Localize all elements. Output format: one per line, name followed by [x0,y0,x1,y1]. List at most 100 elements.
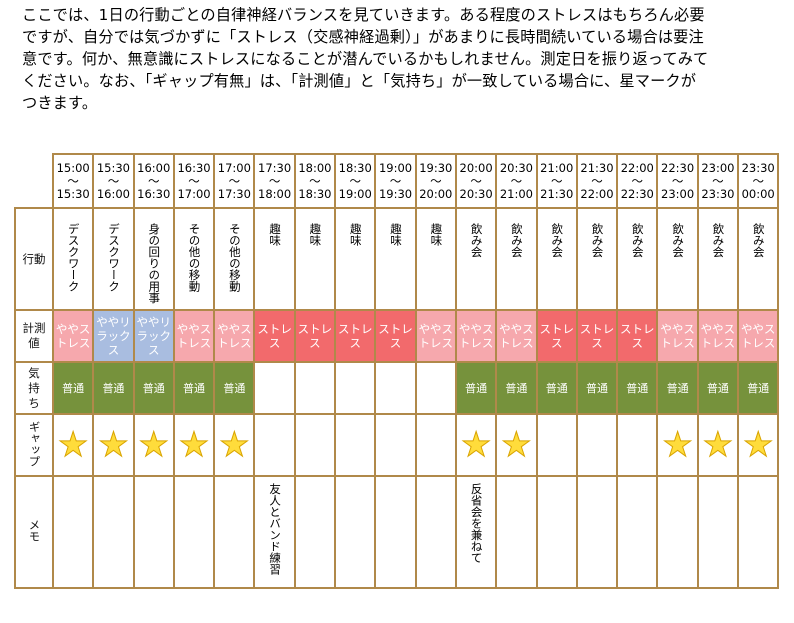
time-slot-header: 17:00 〜 17:30 [213,153,256,209]
gap-cell: ★ [51,413,95,477]
activity-cell: 趣味 [374,207,417,311]
time-sep: 〜 [228,173,241,188]
time-header-row: 15:00 〜 15:30 15:30 〜 16:00 16:00 〜 16:30 16:30 〜 1… [15,153,780,209]
activity-cell: 飲み会 [495,207,538,311]
measurement-label: ややリラックス [136,315,171,357]
time-start: 17:30 [258,160,292,175]
activity-label: デスクワーク [106,223,121,292]
memo-row: メモ 友人とバンド練習 反省会を兼ねて [14,475,780,589]
gap-cell [374,413,417,477]
activity-cell: 飲み会 [737,207,780,311]
feeling-label: 普通 [183,382,206,395]
time-start: 21:00 [540,160,574,175]
memo-cell [51,475,95,589]
time-slot-header: 15:00 〜 15:30 [51,153,95,209]
time-end: 21:00 [499,186,533,201]
time-start: 22:00 [620,160,654,175]
feeling-cell: 普通 [616,361,659,415]
gap-cell [253,413,296,477]
activity-cell: その他の移動 [172,207,216,311]
activity-cell: 飲み会 [616,207,659,311]
gap-row: ギャップ ★ ★ ★ ★ ★ ★ ★ ★ ★ ★ [14,413,780,477]
activity-cell: 趣味 [414,207,457,311]
time-sep: 〜 [671,173,684,188]
time-end: 22:30 [620,186,654,201]
autonomic-balance-table: 15:00 〜 15:30 15:30 〜 16:00 16:00 〜 16:30 16:30 〜 1… [14,153,780,589]
time-sep: 〜 [712,173,724,188]
time-sep: 〜 [470,173,482,188]
memo-cell: 友人とバンド練習 [253,475,296,589]
feeling-cell [253,361,296,415]
feeling-label: 普通 [666,382,689,395]
measurement-row: 計測値 ややストレス ややリラックス ややリラックス ややストレス ややストレス ストレス… [14,309,780,363]
feeling-cell: 普通 [696,361,740,415]
feeling-label: 普通 [626,382,649,395]
row-header-gap: ギャップ [14,413,54,477]
activity-cell: 飲み会 [535,207,578,311]
activity-label: その他の移動 [187,223,202,292]
activity-cell: 飲み会 [656,207,699,311]
activity-cell: デスクワーク [51,207,95,311]
time-start: 22:30 [661,160,695,175]
feeling-cell: 普通 [535,361,578,415]
time-sep: 〜 [430,173,442,188]
star-icon: ★ [219,425,251,465]
time-sep: 〜 [268,173,281,188]
measurement-cell: ややストレス [172,309,216,363]
memo-cell: 反省会を兼ねて [454,475,498,589]
star-icon: ★ [501,425,533,465]
time-end: 00:00 [741,186,775,201]
intro-line: つきます。 [22,94,98,112]
time-end: 19:00 [338,186,372,201]
measurement-cell: ストレス [253,309,296,363]
memo-cell [374,475,417,589]
time-start: 23:30 [741,160,775,175]
time-end: 16:30 [137,186,171,201]
time-slot-header: 18:30 〜 19:00 [334,153,377,209]
measurement-cell: ややストレス [495,309,538,363]
time-sep: 〜 [389,173,402,188]
activity-label: 趣味 [429,223,444,246]
measurement-label: ややストレス [418,322,454,350]
feeling-label: 普通 [706,382,729,395]
gap-cell: ★ [495,413,538,477]
measurement-label: ストレス [297,322,333,350]
time-start: 18:30 [338,160,372,175]
activity-cell: 趣味 [253,207,296,311]
time-sep: 〜 [67,173,79,188]
measurement-cell: ややストレス [737,309,780,363]
gap-cell: ★ [92,413,135,477]
measurement-label: ストレス [378,322,413,350]
feeling-cell: 普通 [213,361,256,415]
activity-label: 飲み会 [509,223,524,258]
star-icon: ★ [178,425,210,465]
time-slot-header: 22:00 〜 22:30 [616,153,659,209]
measurement-cell: ストレス [334,309,377,363]
star-icon: ★ [742,425,774,465]
gap-cell [293,413,337,477]
feeling-label: 普通 [102,382,125,395]
row-header-activity: 行動 [14,207,54,311]
feeling-cell: 普通 [656,361,699,415]
time-end: 17:30 [217,186,251,201]
feeling-cell: 普通 [575,361,619,415]
row-header-measurement: 計測値 [14,309,54,363]
gap-cell: ★ [132,413,175,477]
memo-cell [293,475,337,589]
time-start: 20:30 [499,160,533,175]
gap-cell [334,413,377,477]
time-start: 15:30 [96,160,131,175]
time-slot-header: 23:30 〜 00:00 [737,153,780,209]
time-start: 19:00 [378,160,413,175]
activity-label: 趣味 [348,223,363,246]
measurement-cell: ややストレス [213,309,256,363]
activity-label: 飲み会 [751,223,766,258]
time-sep: 〜 [631,173,644,188]
time-sep: 〜 [349,173,361,188]
feeling-label: 普通 [223,382,246,395]
time-end: 18:00 [258,186,292,201]
row-header-label: 気持ち [28,365,40,410]
feeling-row: 気持ち 普通 普通 普通 普通 普通 普通 普通 普通 普通 普通 普通 普通 普通 [14,361,780,415]
time-slot-header: 19:30 〜 20:00 [414,153,457,209]
gap-cell [414,413,457,477]
